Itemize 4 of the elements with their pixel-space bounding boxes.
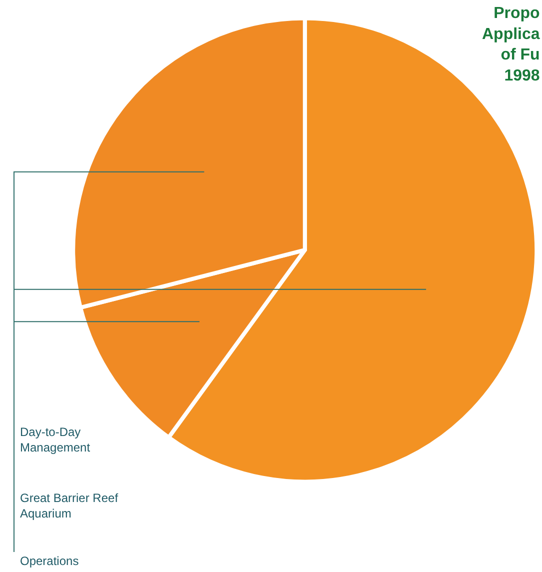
text: Propo Applica of Fu 1998 — [482, 5, 540, 84]
slice-label: Great Barrier Reef Aquarium — [20, 491, 119, 521]
slice-label: Day-to-Day Management — [20, 425, 91, 455]
slice-label: Operations — [20, 554, 79, 568]
